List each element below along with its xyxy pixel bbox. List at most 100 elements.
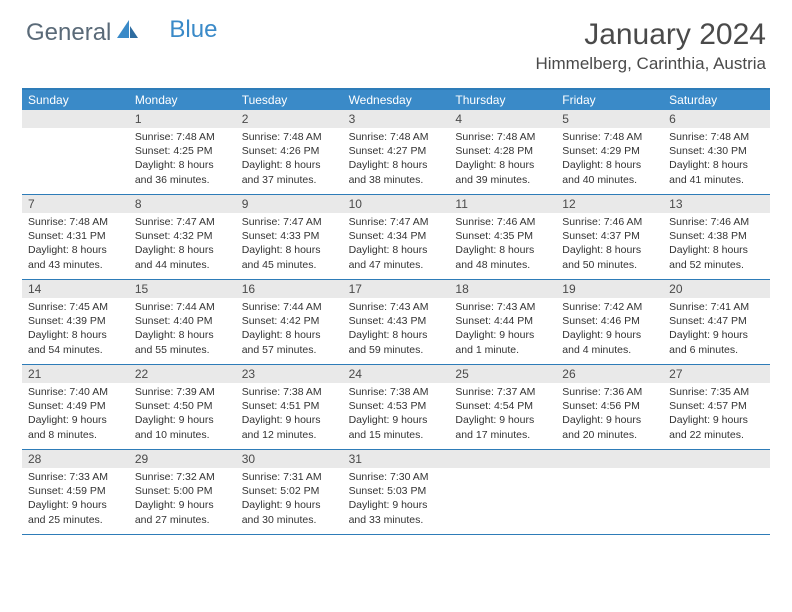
day-details: Sunrise: 7:46 AMSunset: 4:38 PMDaylight:… — [663, 213, 770, 276]
day-details: Sunrise: 7:48 AMSunset: 4:25 PMDaylight:… — [129, 128, 236, 191]
day-cell: 22Sunrise: 7:39 AMSunset: 4:50 PMDayligh… — [129, 365, 236, 449]
sunrise-line: Sunrise: 7:48 AM — [135, 130, 230, 144]
logo-text-blue: Blue — [169, 16, 217, 44]
day-cell: 8Sunrise: 7:47 AMSunset: 4:32 PMDaylight… — [129, 195, 236, 279]
day-number: 10 — [343, 195, 450, 213]
day-number: 23 — [236, 365, 343, 383]
day-details: Sunrise: 7:46 AMSunset: 4:35 PMDaylight:… — [449, 213, 556, 276]
sunrise-line: Sunrise: 7:46 AM — [455, 215, 550, 229]
sunset-line: Sunset: 4:29 PM — [562, 144, 657, 158]
day-details: Sunrise: 7:44 AMSunset: 4:42 PMDaylight:… — [236, 298, 343, 361]
logo: General Blue — [26, 18, 217, 47]
day-number: 19 — [556, 280, 663, 298]
daylight-line: Daylight: 8 hours and 36 minutes. — [135, 158, 230, 186]
day-cell: 25Sunrise: 7:37 AMSunset: 4:54 PMDayligh… — [449, 365, 556, 449]
sunset-line: Sunset: 4:40 PM — [135, 314, 230, 328]
sunset-line: Sunset: 4:56 PM — [562, 399, 657, 413]
daylight-line: Daylight: 9 hours and 33 minutes. — [349, 498, 444, 526]
day-cell: 27Sunrise: 7:35 AMSunset: 4:57 PMDayligh… — [663, 365, 770, 449]
day-cell: 9Sunrise: 7:47 AMSunset: 4:33 PMDaylight… — [236, 195, 343, 279]
empty-day-bar — [22, 110, 129, 128]
daylight-line: Daylight: 9 hours and 30 minutes. — [242, 498, 337, 526]
day-cell: 26Sunrise: 7:36 AMSunset: 4:56 PMDayligh… — [556, 365, 663, 449]
day-details: Sunrise: 7:48 AMSunset: 4:28 PMDaylight:… — [449, 128, 556, 191]
day-number: 26 — [556, 365, 663, 383]
day-details: Sunrise: 7:39 AMSunset: 4:50 PMDaylight:… — [129, 383, 236, 446]
sunrise-line: Sunrise: 7:48 AM — [455, 130, 550, 144]
day-cell — [663, 450, 770, 534]
daylight-line: Daylight: 8 hours and 59 minutes. — [349, 328, 444, 356]
sunrise-line: Sunrise: 7:45 AM — [28, 300, 123, 314]
day-number: 15 — [129, 280, 236, 298]
daylight-line: Daylight: 9 hours and 27 minutes. — [135, 498, 230, 526]
sunrise-line: Sunrise: 7:42 AM — [562, 300, 657, 314]
day-details: Sunrise: 7:38 AMSunset: 4:51 PMDaylight:… — [236, 383, 343, 446]
weeks-container: 1Sunrise: 7:48 AMSunset: 4:25 PMDaylight… — [22, 110, 770, 535]
empty-day-bar — [663, 450, 770, 468]
sunrise-line: Sunrise: 7:48 AM — [349, 130, 444, 144]
day-number: 8 — [129, 195, 236, 213]
sunset-line: Sunset: 5:02 PM — [242, 484, 337, 498]
weekday-header: Saturday — [663, 90, 770, 110]
sunset-line: Sunset: 4:51 PM — [242, 399, 337, 413]
sunrise-line: Sunrise: 7:47 AM — [242, 215, 337, 229]
sunrise-line: Sunrise: 7:38 AM — [349, 385, 444, 399]
day-details: Sunrise: 7:47 AMSunset: 4:34 PMDaylight:… — [343, 213, 450, 276]
day-number: 30 — [236, 450, 343, 468]
sunrise-line: Sunrise: 7:38 AM — [242, 385, 337, 399]
day-details: Sunrise: 7:40 AMSunset: 4:49 PMDaylight:… — [22, 383, 129, 446]
day-details: Sunrise: 7:48 AMSunset: 4:31 PMDaylight:… — [22, 213, 129, 276]
day-number: 9 — [236, 195, 343, 213]
day-details: Sunrise: 7:41 AMSunset: 4:47 PMDaylight:… — [663, 298, 770, 361]
daylight-line: Daylight: 8 hours and 44 minutes. — [135, 243, 230, 271]
daylight-line: Daylight: 8 hours and 50 minutes. — [562, 243, 657, 271]
daylight-line: Daylight: 9 hours and 6 minutes. — [669, 328, 764, 356]
daylight-line: Daylight: 8 hours and 41 minutes. — [669, 158, 764, 186]
daylight-line: Daylight: 9 hours and 8 minutes. — [28, 413, 123, 441]
sunrise-line: Sunrise: 7:48 AM — [562, 130, 657, 144]
day-number: 4 — [449, 110, 556, 128]
sunset-line: Sunset: 4:54 PM — [455, 399, 550, 413]
day-cell: 12Sunrise: 7:46 AMSunset: 4:37 PMDayligh… — [556, 195, 663, 279]
sunrise-line: Sunrise: 7:48 AM — [242, 130, 337, 144]
daylight-line: Daylight: 8 hours and 47 minutes. — [349, 243, 444, 271]
weekday-header: Wednesday — [343, 90, 450, 110]
day-details: Sunrise: 7:48 AMSunset: 4:29 PMDaylight:… — [556, 128, 663, 191]
sunset-line: Sunset: 4:43 PM — [349, 314, 444, 328]
sunrise-line: Sunrise: 7:37 AM — [455, 385, 550, 399]
day-number: 2 — [236, 110, 343, 128]
day-details: Sunrise: 7:48 AMSunset: 4:26 PMDaylight:… — [236, 128, 343, 191]
sunset-line: Sunset: 4:38 PM — [669, 229, 764, 243]
daylight-line: Daylight: 8 hours and 57 minutes. — [242, 328, 337, 356]
sunset-line: Sunset: 4:46 PM — [562, 314, 657, 328]
sunset-line: Sunset: 4:47 PM — [669, 314, 764, 328]
sunrise-line: Sunrise: 7:40 AM — [28, 385, 123, 399]
sunrise-line: Sunrise: 7:47 AM — [349, 215, 444, 229]
day-number: 7 — [22, 195, 129, 213]
day-number: 20 — [663, 280, 770, 298]
daylight-line: Daylight: 9 hours and 20 minutes. — [562, 413, 657, 441]
day-number: 25 — [449, 365, 556, 383]
day-number: 11 — [449, 195, 556, 213]
sunrise-line: Sunrise: 7:31 AM — [242, 470, 337, 484]
day-cell: 29Sunrise: 7:32 AMSunset: 5:00 PMDayligh… — [129, 450, 236, 534]
day-cell: 21Sunrise: 7:40 AMSunset: 4:49 PMDayligh… — [22, 365, 129, 449]
sunset-line: Sunset: 4:27 PM — [349, 144, 444, 158]
sunset-line: Sunset: 4:34 PM — [349, 229, 444, 243]
sunset-line: Sunset: 5:03 PM — [349, 484, 444, 498]
daylight-line: Daylight: 9 hours and 12 minutes. — [242, 413, 337, 441]
day-cell: 5Sunrise: 7:48 AMSunset: 4:29 PMDaylight… — [556, 110, 663, 194]
sunset-line: Sunset: 4:35 PM — [455, 229, 550, 243]
sunset-line: Sunset: 4:25 PM — [135, 144, 230, 158]
weekday-header: Thursday — [449, 90, 556, 110]
sunrise-line: Sunrise: 7:43 AM — [349, 300, 444, 314]
day-details: Sunrise: 7:31 AMSunset: 5:02 PMDaylight:… — [236, 468, 343, 531]
day-details: Sunrise: 7:43 AMSunset: 4:43 PMDaylight:… — [343, 298, 450, 361]
sunrise-line: Sunrise: 7:46 AM — [669, 215, 764, 229]
daylight-line: Daylight: 8 hours and 45 minutes. — [242, 243, 337, 271]
day-cell: 11Sunrise: 7:46 AMSunset: 4:35 PMDayligh… — [449, 195, 556, 279]
month-title: January 2024 — [535, 18, 766, 52]
day-number: 22 — [129, 365, 236, 383]
sunset-line: Sunset: 4:53 PM — [349, 399, 444, 413]
day-details: Sunrise: 7:35 AMSunset: 4:57 PMDaylight:… — [663, 383, 770, 446]
